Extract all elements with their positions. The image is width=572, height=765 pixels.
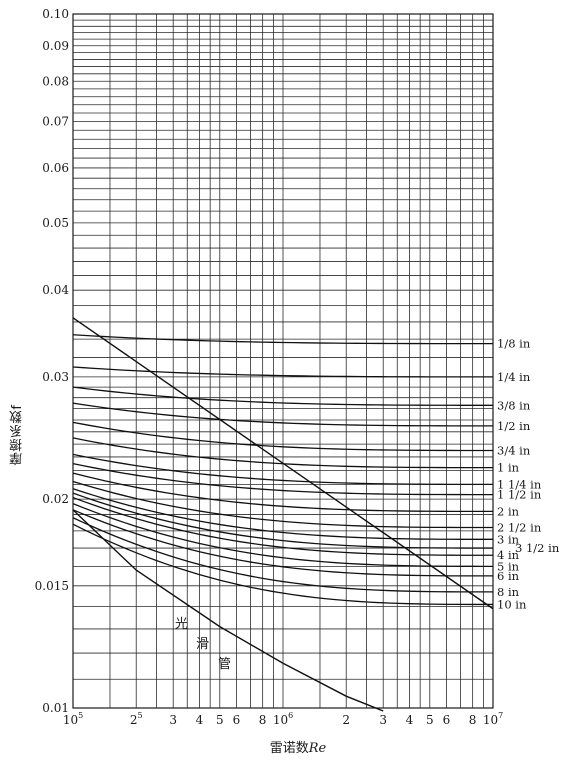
- x-tick-label: 6: [233, 713, 241, 727]
- x-tick-base: 10: [483, 713, 498, 727]
- x-tick-exponent: 5: [137, 711, 142, 720]
- y-tick-label: 0.07: [42, 115, 69, 129]
- series-line-8: [72, 472, 493, 513]
- series-label-1: 1/4 in: [497, 370, 531, 384]
- y-tick-label: 0.03: [42, 370, 69, 384]
- series-label-13: 5 in: [497, 559, 520, 573]
- x-tick-base: 6: [233, 713, 241, 727]
- series-label-10: 3 in: [497, 532, 520, 546]
- x-tick-label: 3: [379, 713, 387, 727]
- x-tick-label: 5: [216, 713, 224, 727]
- x-tick-base: 4: [196, 713, 204, 727]
- grid: [72, 13, 494, 709]
- y-axis-label: 摩擦系数f: [9, 404, 25, 466]
- x-tick-label: 106: [273, 711, 293, 727]
- series-label-14: 6 in: [497, 569, 520, 583]
- axis-ticks: 0.01 0.015 0.02 0.03 0.04 0.05 0.06 0.07 0.08 0.0…: [35, 7, 504, 727]
- series-line-12: [72, 496, 493, 556]
- x-tick-label: 105: [63, 711, 83, 727]
- series-label-8: 2 in: [497, 504, 520, 518]
- x-tick-base: 3: [169, 713, 177, 727]
- series-line-15: [72, 517, 493, 593]
- series-line-7: [72, 462, 493, 496]
- transition-line: [72, 317, 494, 610]
- x-tick-base: 2: [342, 713, 350, 727]
- series-label-15: 8 in: [497, 585, 520, 599]
- y-tick-label: 0.09: [42, 39, 69, 53]
- y-tick-label: 0.08: [42, 74, 69, 88]
- series-label-3: 1/2 in: [497, 419, 531, 433]
- series-label-4: 3/4 in: [497, 444, 531, 458]
- x-tick-base: 5: [426, 713, 434, 727]
- x-tick-exponent: 5: [78, 711, 83, 720]
- x-axis-label: 雷诺数Re: [228, 737, 368, 756]
- y-tick-label: 0.05: [42, 216, 69, 230]
- curve-labels: 1/8 in 1/4 in 3/8 in 1/2 in 3/4 in 1 in 1 1/4 …: [175, 337, 560, 672]
- x-tick-label: 3: [169, 713, 177, 727]
- series-line-4: [72, 421, 493, 452]
- x-tick-base: 6: [443, 713, 451, 727]
- series-line-11: [72, 492, 493, 549]
- x-tick-label: 6: [443, 713, 451, 727]
- x-tick-base: 8: [259, 713, 267, 727]
- series-line-3: [72, 402, 493, 427]
- reference-lines: [72, 317, 494, 712]
- series-label-5: 1 in: [497, 461, 520, 475]
- y-tick-label: 0.02: [42, 492, 69, 506]
- x-tick-base: 3: [379, 713, 387, 727]
- series-line-1: [72, 366, 493, 378]
- x-tick-label: 25: [130, 711, 143, 727]
- x-tick-label: 8: [259, 713, 267, 727]
- y-tick-label: 0.04: [42, 283, 69, 297]
- x-tick-base: 8: [469, 713, 477, 727]
- series-line-6: [72, 453, 493, 486]
- x-axis-label-var: Re: [308, 741, 327, 756]
- x-tick-base: 2: [130, 713, 138, 727]
- series-line-9: [72, 480, 493, 529]
- series-line-16: [72, 523, 493, 606]
- series-line-0: [72, 334, 493, 345]
- x-tick-base: 10: [63, 713, 78, 727]
- smooth-pipe-label-char: 光: [175, 617, 188, 632]
- x-tick-base: 4: [406, 713, 414, 727]
- series-label-16: 10 in: [497, 597, 527, 611]
- x-tick-label: 4: [406, 713, 414, 727]
- x-axis-label-text: 雷诺数: [269, 741, 309, 756]
- series-label-9: 2 1/2 in: [497, 521, 542, 535]
- series-line-14: [72, 509, 493, 577]
- x-tick-base: 5: [216, 713, 224, 727]
- x-tick-exponent: 6: [288, 711, 293, 720]
- x-tick-base: 10: [273, 713, 288, 727]
- series-label-6: 1 1/4 in: [497, 477, 542, 491]
- smooth-pipe-line: [72, 509, 384, 712]
- series-label-2: 3/8 in: [497, 398, 531, 412]
- series-label-0: 1/8 in: [497, 337, 531, 351]
- series-label-7: 1 1/2 in: [497, 488, 542, 502]
- y-tick-label: 0.10: [42, 7, 69, 21]
- pipe-curves: [72, 334, 493, 606]
- x-tick-label: 2: [342, 713, 350, 727]
- series-label-12: 4 in: [497, 548, 520, 562]
- x-tick-label: 4: [196, 713, 204, 727]
- x-tick-exponent: 7: [498, 711, 503, 720]
- x-tick-label: 8: [469, 713, 477, 727]
- x-tick-label: 5: [426, 713, 434, 727]
- series-line-13: [72, 503, 493, 567]
- series-label-11: 3 1/2 in: [515, 541, 560, 555]
- smooth-pipe-label-char: 滑: [196, 637, 209, 652]
- y-tick-label: 0.015: [35, 579, 69, 593]
- x-tick-label: 107: [483, 711, 503, 727]
- y-tick-label: 0.06: [42, 161, 69, 175]
- y-tick-label: 0.01: [42, 701, 69, 715]
- series-line-10: [72, 488, 493, 540]
- smooth-pipe-label-char: 管: [218, 657, 231, 672]
- series-line-2: [72, 386, 493, 406]
